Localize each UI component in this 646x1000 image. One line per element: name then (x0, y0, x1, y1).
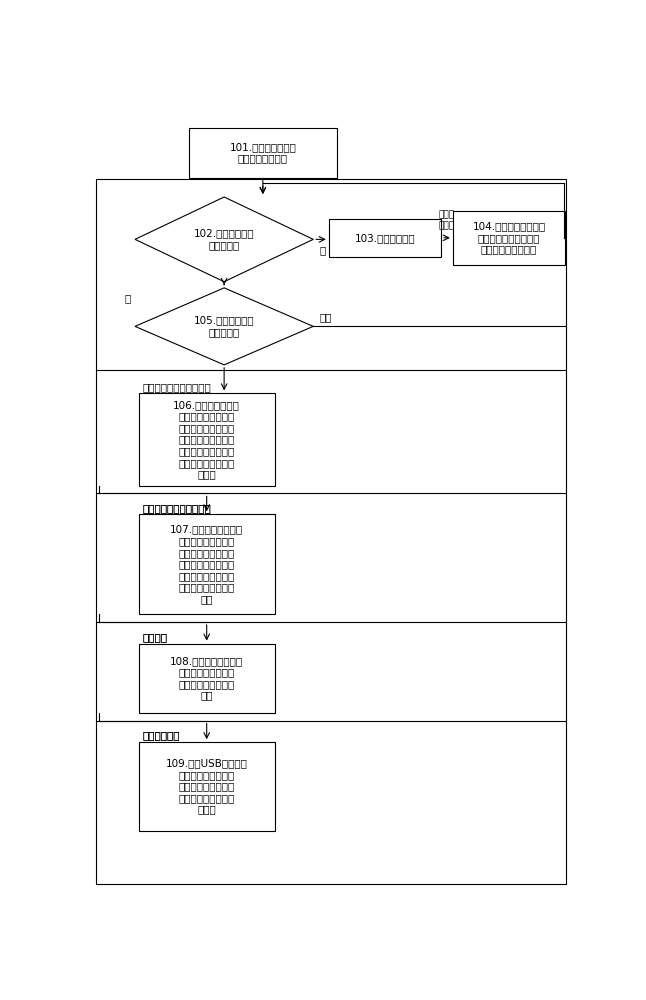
Text: 是: 是 (125, 293, 131, 303)
Bar (139, 644, 275, 713)
Bar (189, 128, 337, 178)
Text: 键盘任务: 键盘任务 (143, 632, 168, 642)
Text: 与第三功能模块通信任务: 与第三功能模块通信任务 (143, 503, 211, 513)
Bar (139, 514, 275, 614)
Text: 104.执行中断服务子程
序，根据被触发的中断
的类型启动相应任务: 104.执行中断服务子程 序，根据被触发的中断 的类型启动相应任务 (472, 221, 545, 254)
Text: 与第二功能模块通信任务: 与第二功能模块通信任务 (143, 382, 211, 392)
Text: 与第三功能模块通信任务: 与第三功能模块通信任务 (143, 503, 211, 513)
Text: 键盘任务: 键盘任务 (143, 632, 168, 642)
Text: 否: 否 (320, 246, 326, 256)
Text: 109.检测USB连接状态
的变化，根据检测结
果切换显示屏的控制
权，标识连接检测任
务完成: 109.检测USB连接状态 的变化，根据检测结 果切换显示屏的控制 权，标识连接… (166, 758, 247, 815)
Text: 101.初始化，开启中
断，进入省电模式: 101.初始化，开启中 断，进入省电模式 (229, 142, 297, 164)
Text: 106.接收第二功能模
块发送的数据包，处
理数据包中的指令，
并向第二功能模块返
回指令应答，标识与
第二功能模块通信任
务完成: 106.接收第二功能模 块发送的数据包，处 理数据包中的指令， 并向第二功能模块… (173, 400, 240, 479)
Text: 103.等待中断触发: 103.等待中断触发 (355, 233, 415, 243)
Polygon shape (135, 197, 313, 282)
Bar (139, 742, 275, 831)
Text: 102.判断是否有未
完成的任务: 102.判断是否有未 完成的任务 (194, 229, 255, 250)
Polygon shape (135, 288, 313, 365)
Bar (453, 211, 565, 265)
Text: 连接检测任务: 连接检测任务 (143, 731, 180, 741)
Text: 105.判断未完成的
任务的类型: 105.判断未完成的 任务的类型 (194, 316, 255, 337)
Bar (329, 219, 441, 257)
Text: 有中断
被触发: 有中断 被触发 (439, 211, 455, 230)
Text: 107.接收第三功能模块
发送的数据包，处理
数据包中的指令，并
向第三功能模块返回
指令应答，标识与第
三功能模块通信任务
完成: 107.接收第三功能模块 发送的数据包，处理 数据包中的指令，并 向第三功能模块… (170, 524, 244, 604)
Text: 否则: 否则 (320, 312, 332, 322)
Text: 连接检测任务: 连接检测任务 (143, 731, 180, 741)
Text: 108.扫描键盘，获取键
值，对按键操作进行
响应，标识键盘任务
完成: 108.扫描键盘，获取键 值，对按键操作进行 响应，标识键盘任务 完成 (170, 656, 244, 701)
Bar (139, 393, 275, 486)
